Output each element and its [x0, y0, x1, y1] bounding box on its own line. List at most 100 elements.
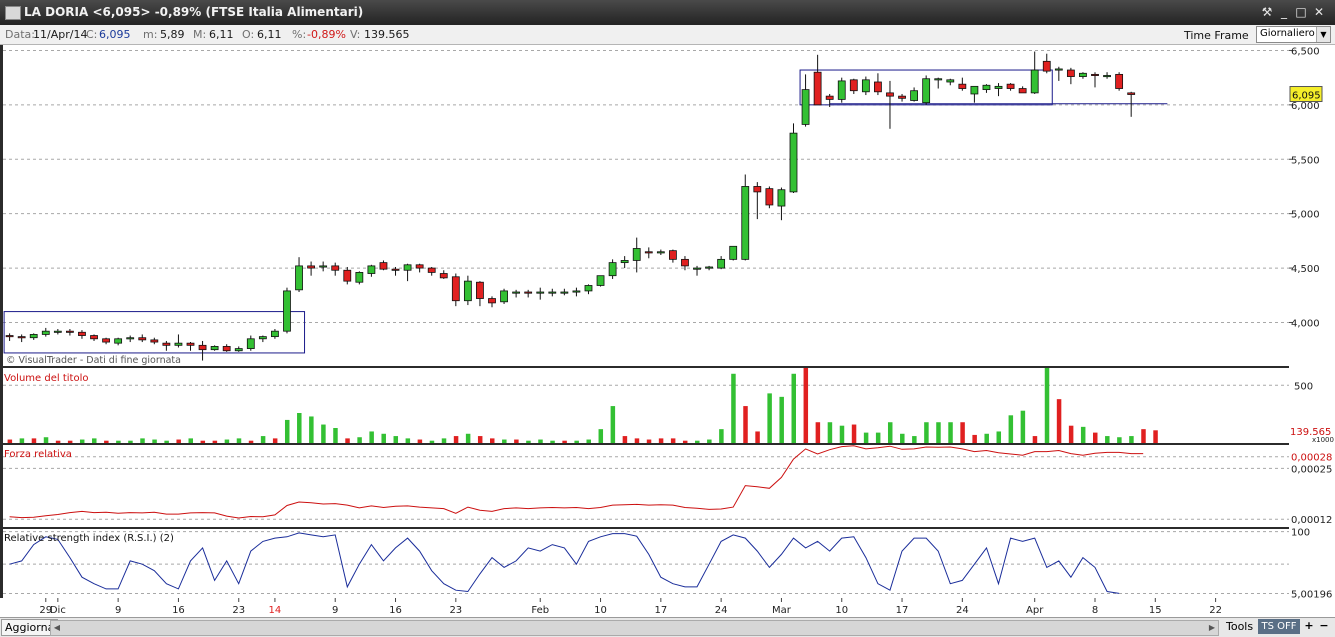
price-tick-label: 6,500	[1291, 46, 1320, 57]
candle-body	[488, 298, 496, 304]
max-label: M:	[193, 28, 207, 41]
pct-label: %:	[292, 28, 307, 41]
maximize-button[interactable]: □	[1295, 5, 1307, 19]
volume-bar	[429, 440, 435, 443]
volume-bar	[731, 373, 736, 443]
candle-body	[524, 291, 533, 294]
volume-bar	[55, 440, 61, 443]
x-axis-area	[0, 598, 1335, 617]
forza-tick-label: 0,00028	[1291, 453, 1332, 464]
volume-bar	[369, 431, 374, 443]
volume-bar	[309, 416, 314, 443]
y-axis-area	[1289, 45, 1335, 598]
tools-button[interactable]: Tools	[1226, 620, 1254, 633]
candle-body	[439, 273, 448, 279]
volume-bar	[574, 440, 579, 443]
candle-body	[379, 262, 388, 270]
x-tick-label: 17	[654, 605, 667, 616]
volume-bar	[779, 396, 784, 443]
x-tick-label: 15	[1149, 605, 1162, 616]
volume-bar	[695, 440, 700, 443]
candle-body	[898, 95, 906, 99]
volume-bar	[658, 438, 664, 443]
candle-body	[729, 245, 738, 260]
volume-bar	[815, 422, 821, 443]
candle-body	[572, 290, 581, 293]
zoom-in-button[interactable]: +	[1304, 619, 1314, 632]
volume-bar	[719, 429, 724, 443]
max-value: 6,11	[209, 28, 234, 41]
candle-body	[548, 291, 557, 294]
volume-bar	[92, 438, 97, 443]
candle-body	[126, 337, 135, 340]
volume-bar	[1141, 429, 1146, 443]
x-tick-label: 8	[1092, 605, 1098, 616]
volume-bar	[827, 422, 833, 443]
volume-bar	[43, 437, 49, 443]
candle-body	[307, 265, 316, 269]
volume-bar	[321, 424, 326, 443]
chart-area[interactable]: 4,000 4,500 5,000 5,500 6,000 6,500 6,095 500 1…	[0, 45, 1335, 617]
candle-body	[66, 330, 74, 333]
volume-bar	[272, 438, 278, 443]
last-price-label: 6,095	[1292, 91, 1321, 102]
candle-body	[319, 265, 328, 268]
tools-icon[interactable]: ⚒	[1261, 5, 1273, 19]
min-value: 5,89	[160, 28, 185, 41]
minimize-button[interactable]: _	[1281, 5, 1287, 19]
candle-body	[934, 78, 943, 81]
volume-bar	[863, 432, 869, 443]
volume-bar	[936, 422, 941, 443]
candle-body	[789, 132, 798, 193]
candle-body	[849, 79, 858, 92]
candle-body	[343, 269, 352, 282]
volume-bar	[514, 439, 519, 443]
x-tick-label: Dic	[50, 605, 66, 616]
candle-body	[174, 342, 183, 346]
candle-body	[886, 92, 894, 97]
candle-body	[476, 281, 484, 299]
candle-body	[17, 336, 26, 339]
forza-tick-label: 0,00012	[1291, 515, 1332, 526]
chevron-down-icon[interactable]: ▼	[1316, 27, 1330, 42]
volume-bar	[960, 422, 965, 443]
x-tick-label: 17	[896, 605, 909, 616]
candle-body	[669, 250, 677, 260]
price-panel	[3, 45, 1289, 366]
scroll-right-icon[interactable]: ▶	[1208, 623, 1216, 632]
candle-body	[162, 342, 171, 346]
candle-body	[1018, 88, 1027, 94]
volume-last-label: 139.565	[1290, 427, 1331, 438]
x-tick-label: 24	[715, 605, 728, 616]
timeframe-select[interactable]: Giornaliero ▼	[1256, 26, 1331, 43]
volume-bar	[453, 436, 459, 443]
date-label: Data:	[5, 28, 35, 41]
volume-bar	[502, 439, 507, 443]
forza-panel	[3, 445, 1289, 527]
zoom-out-button[interactable]: −	[1319, 619, 1329, 632]
pct-value: -0,89%	[307, 28, 346, 41]
volume-bar	[912, 436, 917, 443]
volume-bar	[851, 424, 857, 443]
x-tick-label: 22	[1209, 605, 1222, 616]
candle-body	[138, 337, 147, 341]
close-button[interactable]: ✕	[1313, 5, 1325, 19]
horizontal-scrollbar[interactable]: ◀ ▶	[50, 620, 1219, 636]
volume-bar	[598, 429, 604, 443]
volume-bar	[924, 422, 929, 443]
volume-bar	[622, 436, 628, 443]
volume-bar	[887, 422, 893, 443]
ts-toggle-button[interactable]: TS OFF	[1258, 619, 1300, 634]
volume-bar	[1020, 410, 1026, 443]
candle-body	[608, 262, 617, 277]
volume-bar	[381, 433, 386, 443]
candle-body	[1079, 72, 1087, 77]
volume-bar	[79, 439, 85, 443]
candle-body	[258, 336, 267, 340]
forza-line	[9, 445, 1144, 519]
volume-bar	[1105, 436, 1110, 443]
candle-body	[536, 291, 545, 294]
volume-bar	[152, 439, 157, 443]
candle-body	[910, 90, 918, 101]
scroll-left-icon[interactable]: ◀	[53, 623, 61, 632]
